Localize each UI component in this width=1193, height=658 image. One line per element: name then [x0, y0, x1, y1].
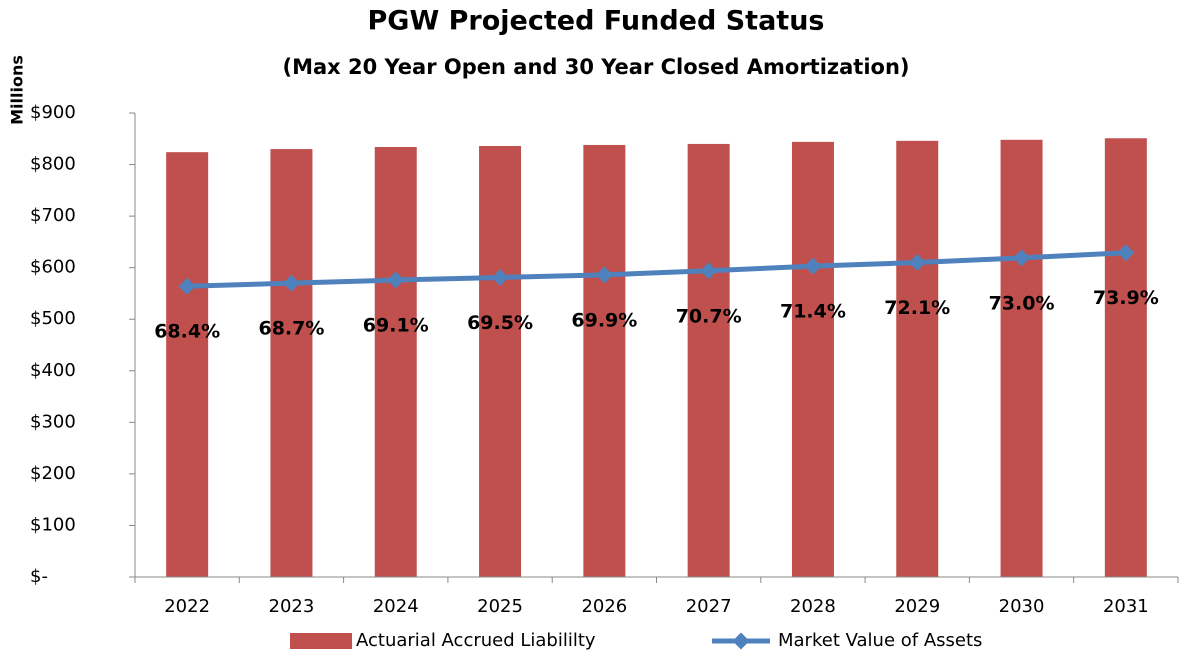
annotation: 68.7% — [258, 318, 324, 340]
bar — [791, 141, 834, 578]
y-tick-label: $200 — [30, 463, 76, 484]
y-tick-label: $800 — [30, 154, 76, 175]
x-tick-label: 2025 — [477, 596, 523, 617]
annotation: 69.5% — [467, 312, 533, 334]
x-tick-label: 2031 — [1103, 596, 1149, 617]
line-marker — [700, 262, 718, 280]
x-tick-label: 2030 — [999, 596, 1045, 617]
x-tick-label: 2024 — [373, 596, 419, 617]
line-marker — [1013, 249, 1031, 267]
x-tick-label: 2023 — [269, 596, 315, 617]
chart-subtitle: (Max 20 Year Open and 30 Year Closed Amo… — [282, 55, 909, 79]
annotation: 73.9% — [1093, 287, 1159, 309]
line — [187, 250, 1126, 289]
y-tick-label: $- — [30, 566, 48, 587]
line-marker — [595, 266, 613, 284]
x-tick-label: 2027 — [686, 596, 732, 617]
line-marker — [491, 268, 509, 286]
y-axis-label: Millions — [8, 55, 27, 125]
bar — [166, 152, 209, 577]
bar — [583, 144, 626, 577]
bar — [1000, 139, 1043, 577]
x-tick-label: 2026 — [581, 596, 627, 617]
legend-swatch — [290, 633, 352, 649]
bar — [896, 140, 939, 577]
bar — [1104, 138, 1147, 578]
x-tick-label: 2022 — [164, 596, 210, 617]
line-marker — [804, 257, 822, 275]
annotation: 69.9% — [571, 309, 637, 331]
annotation: 72.1% — [884, 297, 950, 319]
y-tick-label: $600 — [30, 257, 76, 278]
y-tick-label: $900 — [30, 102, 76, 123]
x-tick-label: 2028 — [790, 596, 836, 617]
y-tick-label: $400 — [30, 360, 76, 381]
y-tick-label: $300 — [30, 411, 76, 432]
line-marker — [387, 271, 405, 289]
legend-swatch — [732, 632, 750, 650]
legend-label: Market Value of Assets — [778, 630, 982, 651]
y-tick-label: $500 — [30, 308, 76, 329]
line-marker — [178, 277, 196, 295]
chart-title: PGW Projected Funded Status — [368, 6, 825, 37]
annotation: 69.1% — [363, 315, 429, 337]
bar — [479, 145, 522, 578]
legend-label: Actuarial Accrued Liabililty — [356, 630, 596, 651]
annotation: 71.4% — [780, 301, 846, 323]
annotation: 70.7% — [676, 305, 742, 327]
x-tick-label: 2029 — [894, 596, 940, 617]
y-tick-label: $700 — [30, 205, 76, 226]
annotation: 68.4% — [154, 321, 220, 343]
bar — [687, 143, 730, 577]
annotation: 73.0% — [989, 292, 1055, 314]
y-tick-label: $100 — [30, 514, 76, 535]
line-marker — [282, 274, 300, 292]
line-marker — [908, 254, 926, 271]
bar — [374, 147, 417, 577]
bar — [270, 149, 313, 578]
